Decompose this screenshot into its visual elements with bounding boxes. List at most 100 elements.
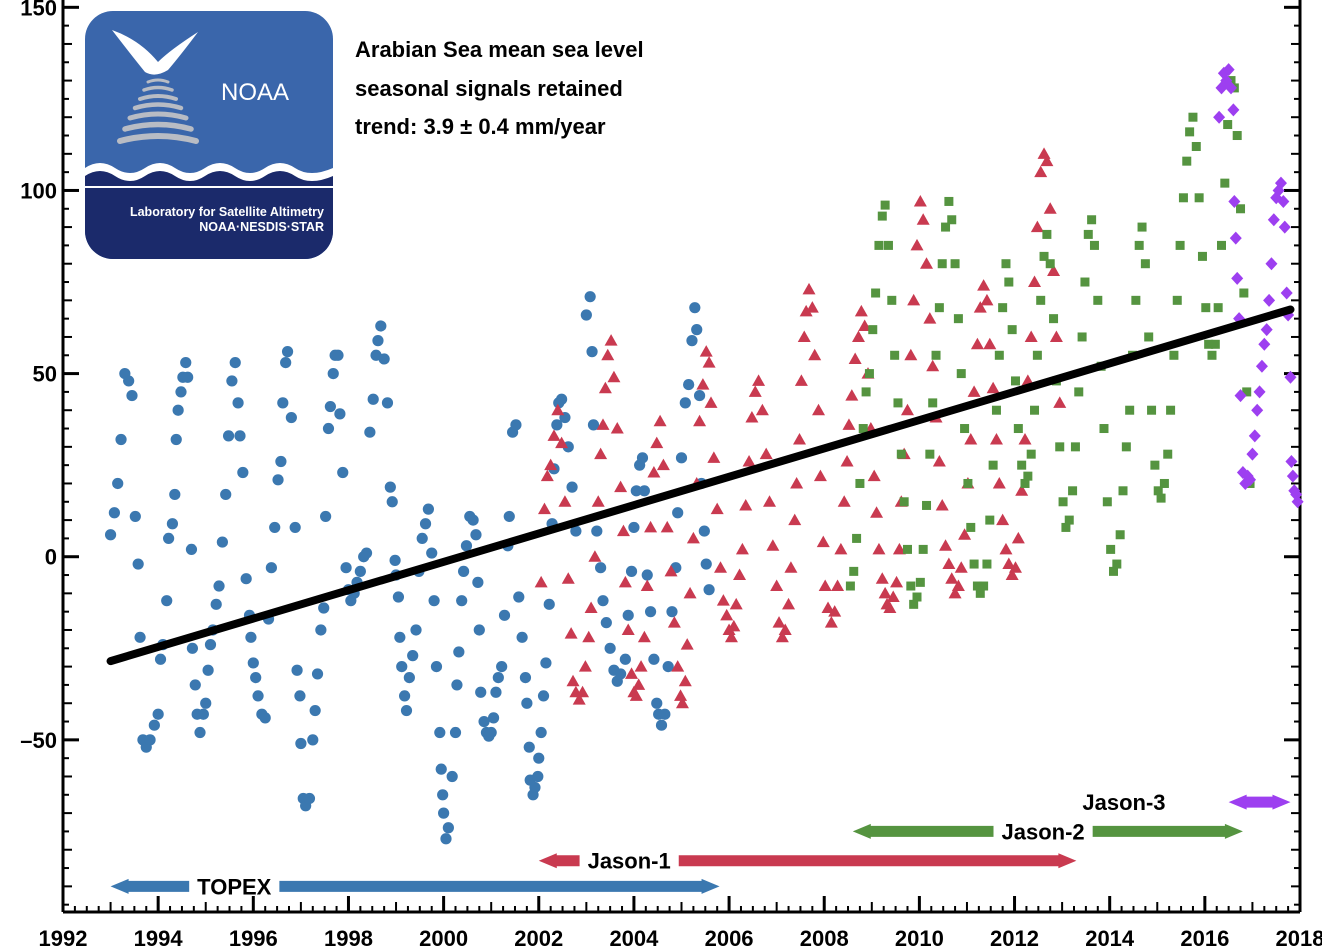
- data-point: [906, 581, 916, 591]
- data-point: [913, 194, 927, 207]
- data-point: [1231, 271, 1244, 285]
- data-point: [632, 678, 646, 690]
- data-point: [604, 334, 618, 346]
- data-point: [998, 303, 1008, 313]
- data-point: [1061, 522, 1071, 532]
- data-point: [597, 595, 609, 607]
- data-point: [628, 521, 640, 534]
- data-point: [516, 631, 528, 643]
- data-point: [766, 539, 780, 551]
- data-point: [320, 510, 332, 523]
- data-point: [644, 520, 658, 533]
- data-point: [855, 478, 865, 488]
- data-point: [637, 630, 651, 643]
- data-point: [671, 660, 685, 672]
- data-point: [1002, 557, 1016, 570]
- data-point: [586, 346, 598, 358]
- data-point: [770, 579, 784, 592]
- data-point: [1244, 473, 1257, 487]
- data-point: [666, 606, 678, 618]
- data-point: [931, 350, 941, 360]
- data-point: [1080, 277, 1090, 287]
- data-point: [1207, 350, 1217, 360]
- data-point: [1251, 403, 1264, 417]
- data-point: [396, 661, 408, 673]
- data-point: [229, 357, 241, 369]
- data-point: [580, 309, 592, 321]
- data-point: [1074, 387, 1084, 397]
- data-point: [367, 393, 379, 405]
- data-point: [615, 668, 627, 680]
- data-point: [792, 433, 806, 445]
- data-point: [983, 337, 997, 350]
- data-point: [438, 807, 450, 819]
- data-point: [519, 671, 532, 684]
- data-point: [1039, 251, 1049, 261]
- data-point: [1005, 568, 1019, 581]
- x-tick-label: 2006: [705, 926, 754, 948]
- data-point: [1115, 530, 1125, 540]
- data-point: [651, 697, 663, 709]
- data-point: [1229, 231, 1242, 245]
- data-point: [659, 708, 671, 720]
- trend-line: [106, 305, 1295, 666]
- data-point: [1197, 251, 1207, 261]
- data-point: [180, 357, 192, 369]
- y-tick-label: 0: [45, 545, 57, 570]
- data-point: [883, 240, 893, 250]
- data-point: [259, 712, 271, 724]
- data-point: [759, 447, 773, 460]
- data-point: [922, 500, 932, 510]
- series-jason-2: [845, 76, 1255, 609]
- data-point: [307, 734, 319, 746]
- data-point: [634, 660, 648, 672]
- data-point: [1064, 515, 1074, 525]
- data-point: [381, 397, 394, 409]
- data-point: [875, 572, 889, 584]
- data-point: [845, 581, 855, 591]
- data-point: [154, 653, 167, 665]
- data-point: [1013, 424, 1023, 434]
- data-point: [650, 436, 664, 449]
- data-point: [1042, 229, 1052, 239]
- data-point: [578, 660, 592, 672]
- data-point: [790, 476, 804, 489]
- data-point: [1284, 370, 1297, 384]
- data-point: [1194, 193, 1204, 203]
- data-point: [186, 642, 199, 654]
- data-point: [1093, 295, 1103, 305]
- data-point: [689, 302, 701, 314]
- data-point: [1008, 561, 1022, 573]
- mission-ranges: TOPEX Jason-1 Jason-2 Jason-3: [110, 790, 1291, 899]
- data-point: [890, 350, 900, 360]
- data-point: [104, 529, 117, 541]
- data-point: [991, 405, 1001, 415]
- data-point: [872, 542, 886, 555]
- data-point: [1099, 424, 1109, 434]
- data-point: [1147, 405, 1157, 415]
- data-point: [399, 690, 411, 702]
- data-point: [572, 693, 586, 705]
- data-point: [392, 591, 405, 603]
- data-point: [152, 708, 164, 720]
- data-point: [696, 378, 710, 390]
- data-point: [854, 304, 868, 317]
- data-point: [674, 689, 688, 701]
- y-tick-label: 50: [33, 362, 57, 387]
- data-point: [487, 712, 500, 724]
- data-point: [980, 293, 994, 306]
- data-point: [672, 507, 684, 519]
- data-point: [1169, 350, 1179, 360]
- data-point: [1182, 156, 1192, 166]
- x-tick-label: 2014: [1085, 926, 1135, 948]
- data-point: [973, 301, 987, 313]
- data-point: [340, 562, 352, 574]
- x-tick-label: 1996: [229, 926, 278, 948]
- data-point: [842, 418, 856, 430]
- data-point: [291, 664, 303, 676]
- data-point: [1055, 442, 1065, 452]
- data-point: [958, 528, 972, 540]
- data-point: [610, 422, 624, 434]
- data-point: [686, 335, 698, 347]
- data-point: [1043, 202, 1057, 214]
